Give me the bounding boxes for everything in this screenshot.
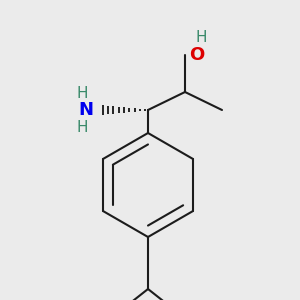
Text: H: H (195, 29, 207, 44)
Text: H: H (76, 119, 88, 134)
Text: O: O (189, 46, 205, 64)
Text: H: H (76, 85, 88, 100)
Text: N: N (79, 101, 94, 119)
